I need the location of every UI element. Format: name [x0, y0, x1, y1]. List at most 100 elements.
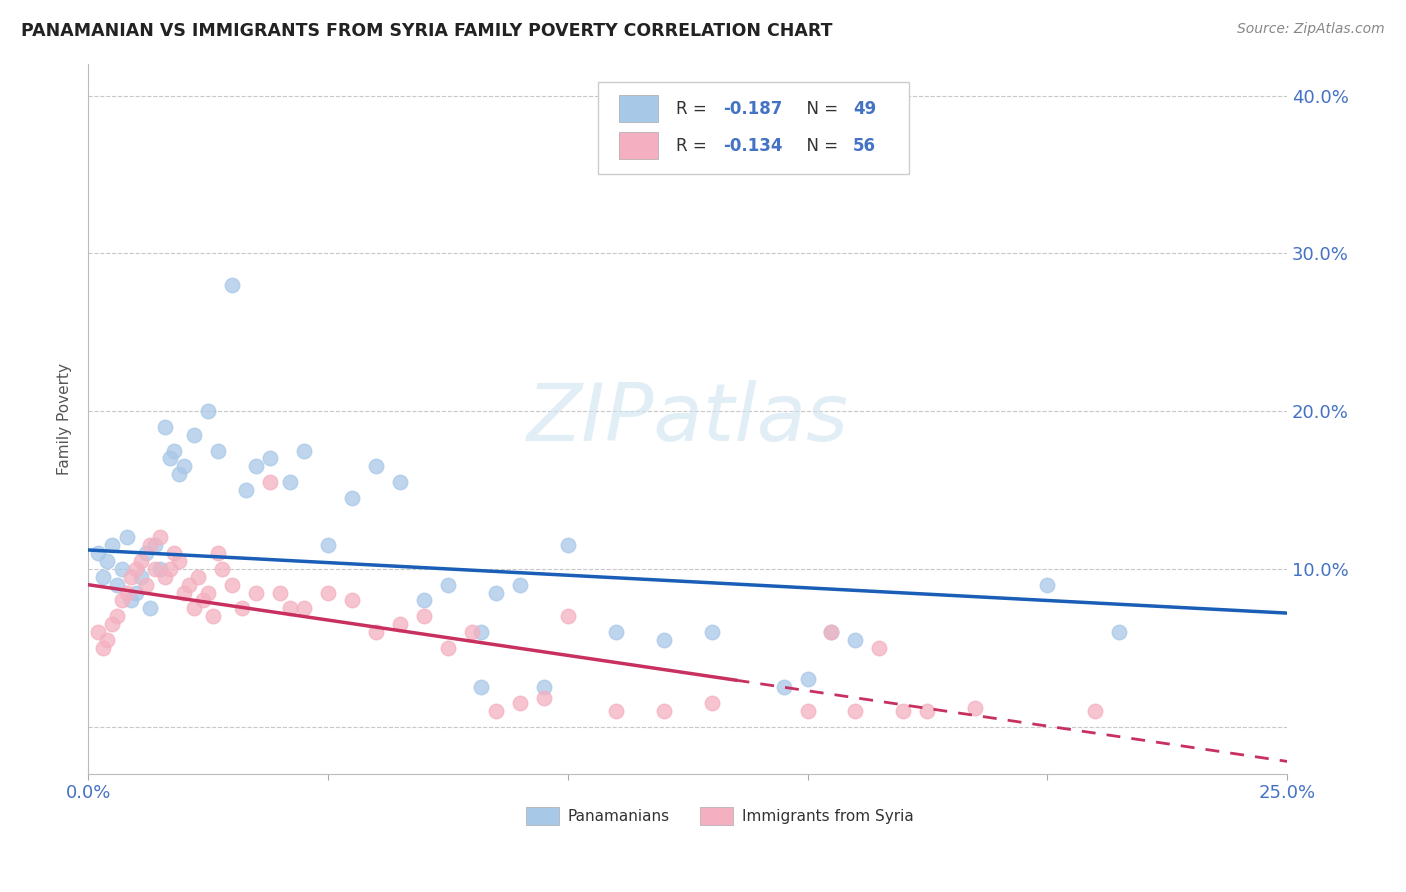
Bar — [619, 95, 658, 122]
Point — [221, 577, 243, 591]
Point — [193, 593, 215, 607]
Point — [207, 546, 229, 560]
Text: ZIPatlas: ZIPatlas — [527, 380, 849, 458]
Point — [221, 277, 243, 292]
Point — [211, 562, 233, 576]
Point — [101, 538, 124, 552]
Point — [173, 585, 195, 599]
Point — [917, 704, 939, 718]
Point — [201, 609, 224, 624]
Point — [470, 625, 492, 640]
Point — [772, 680, 794, 694]
Point — [159, 562, 181, 576]
Point — [183, 601, 205, 615]
Text: 49: 49 — [853, 100, 876, 118]
Point — [125, 585, 148, 599]
Point — [87, 546, 110, 560]
Point — [163, 443, 186, 458]
Point — [652, 632, 675, 647]
Text: 56: 56 — [853, 136, 876, 154]
Point — [111, 593, 134, 607]
Point — [820, 625, 842, 640]
Point — [111, 562, 134, 576]
Point — [169, 554, 191, 568]
Point — [101, 617, 124, 632]
Point — [412, 609, 434, 624]
Text: PANAMANIAN VS IMMIGRANTS FROM SYRIA FAMILY POVERTY CORRELATION CHART: PANAMANIAN VS IMMIGRANTS FROM SYRIA FAMI… — [21, 22, 832, 40]
Point — [259, 451, 281, 466]
Point — [143, 562, 166, 576]
Point — [105, 577, 128, 591]
Point — [292, 601, 315, 615]
Point — [844, 704, 866, 718]
Point — [1108, 625, 1130, 640]
Point — [169, 467, 191, 482]
Point — [183, 427, 205, 442]
Point — [153, 570, 176, 584]
Text: N =: N = — [796, 136, 842, 154]
Point — [259, 475, 281, 490]
Point — [844, 632, 866, 647]
Point — [149, 530, 172, 544]
Point — [91, 640, 114, 655]
Point — [820, 625, 842, 640]
Point — [1084, 704, 1107, 718]
Point — [235, 483, 257, 497]
Text: R =: R = — [676, 136, 711, 154]
Point — [893, 704, 915, 718]
Point — [700, 625, 723, 640]
Text: -0.134: -0.134 — [724, 136, 783, 154]
Point — [115, 585, 138, 599]
Point — [965, 700, 987, 714]
Point — [470, 680, 492, 694]
Point — [245, 459, 267, 474]
Text: Immigrants from Syria: Immigrants from Syria — [741, 809, 914, 824]
Point — [96, 632, 118, 647]
Point — [125, 562, 148, 576]
Point — [129, 570, 152, 584]
Y-axis label: Family Poverty: Family Poverty — [58, 363, 72, 475]
Point — [509, 577, 531, 591]
Text: R =: R = — [676, 100, 711, 118]
Point — [149, 562, 172, 576]
Point — [159, 451, 181, 466]
Point — [143, 538, 166, 552]
Point — [868, 640, 890, 655]
Point — [115, 530, 138, 544]
Point — [91, 570, 114, 584]
Point — [139, 601, 162, 615]
Point — [364, 625, 387, 640]
Point — [153, 420, 176, 434]
Point — [509, 696, 531, 710]
Point — [652, 704, 675, 718]
Point — [340, 491, 363, 505]
Point — [700, 696, 723, 710]
Point — [292, 443, 315, 458]
Point — [135, 577, 157, 591]
Point — [1036, 577, 1059, 591]
Point — [605, 625, 627, 640]
Point — [533, 691, 555, 706]
Point — [557, 538, 579, 552]
Bar — [700, 807, 733, 825]
Point — [177, 577, 200, 591]
Point — [105, 609, 128, 624]
Point — [796, 673, 818, 687]
Point — [796, 704, 818, 718]
Point — [437, 640, 460, 655]
Point — [245, 585, 267, 599]
Point — [461, 625, 484, 640]
Text: -0.187: -0.187 — [724, 100, 783, 118]
Point — [173, 459, 195, 474]
Point — [120, 593, 142, 607]
Point — [364, 459, 387, 474]
Point — [87, 625, 110, 640]
Point — [340, 593, 363, 607]
Point — [605, 704, 627, 718]
Point — [388, 617, 411, 632]
Point — [278, 601, 301, 615]
Point — [533, 680, 555, 694]
Point — [316, 538, 339, 552]
Point — [207, 443, 229, 458]
Bar — [526, 807, 560, 825]
